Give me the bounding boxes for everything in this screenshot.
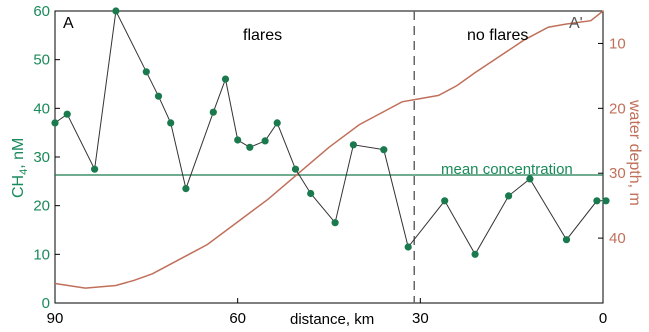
ch4-data-point: [261, 137, 269, 145]
ch4-data-point: [291, 165, 300, 173]
ch4-data-point: [246, 143, 254, 151]
water-depth-layer: [54, 10, 604, 289]
ch4-data-point: [562, 236, 571, 244]
ch4-layer: [51, 7, 610, 258]
ch4-data-point: [209, 108, 217, 116]
y-right-tick-label: 40: [609, 230, 626, 247]
ch4-data-point: [505, 192, 513, 200]
plot-frame: [54, 10, 604, 304]
ch4-data-point: [593, 197, 601, 205]
ch4-data-point: [349, 141, 357, 149]
ch4-data-point: [221, 75, 230, 83]
ch4-data-point: [331, 219, 339, 227]
ch4-data-point: [154, 92, 163, 100]
x-tick-label: 30: [412, 310, 429, 327]
ch4-data-point: [91, 165, 99, 173]
y-left-title-main: CH: [10, 175, 27, 198]
y-left-axis-title: CH4, nM: [10, 138, 30, 198]
y-right-tick-label: 10: [609, 35, 626, 52]
y-left-tick-label: 20: [33, 198, 50, 215]
ch4-concentration-line: [54, 9, 606, 256]
plot-border: [54, 10, 604, 304]
ch4-data-point: [142, 68, 150, 76]
x-axis-title: distance, km: [290, 311, 374, 328]
flares-label: flares: [243, 27, 282, 44]
x-tick-label: 0: [599, 310, 607, 327]
ch4-data-point: [234, 136, 242, 144]
corner-label-a: A: [63, 15, 74, 32]
y-left-tick-label: 0: [42, 295, 50, 312]
water-depth-line: [54, 10, 604, 289]
y-right-axis-title: water depth, m: [626, 99, 643, 206]
y-right-tick-label: 30: [609, 165, 626, 182]
y-left-tick-label: 10: [33, 246, 50, 263]
ch4-data-point: [526, 175, 534, 183]
corner-label-a-prime: A': [569, 15, 583, 32]
ch4-data-point: [51, 119, 59, 127]
y-left-tick-label: 40: [33, 100, 50, 117]
labels-layer: A A' flares no flares mean concentration…: [10, 15, 643, 328]
y-left-title-tail: , nM: [10, 138, 27, 169]
ch4-data-point: [471, 250, 479, 258]
y-left-title-sub: 4: [18, 169, 30, 175]
ch4-data-point: [273, 119, 281, 127]
ch4-data-point: [380, 146, 388, 154]
ch4-data-point: [404, 243, 412, 251]
ch4-data-point: [167, 119, 175, 127]
x-tick-label: 90: [47, 310, 64, 327]
y-left-tick-label: 50: [33, 52, 50, 69]
ch4-data-point: [307, 189, 315, 198]
ch4-data-point: [63, 110, 71, 118]
y-left-tick-label: 30: [33, 149, 50, 166]
ch4-data-point: [182, 185, 190, 193]
ch4-data-point: [112, 7, 120, 15]
y-right-tick-label: 20: [609, 100, 626, 117]
no-flares-label: no flares: [467, 27, 528, 44]
y-left-tick-label: 60: [33, 3, 50, 20]
ticks-layer: 0 10 20 30 40 50 60 10 20 30 40 90 60 30 0: [33, 3, 625, 327]
mean-concentration-label: mean concentration: [441, 161, 573, 178]
x-tick-label: 60: [229, 310, 246, 327]
ch4-data-point: [441, 197, 449, 205]
ch4-data-point: [602, 197, 610, 205]
